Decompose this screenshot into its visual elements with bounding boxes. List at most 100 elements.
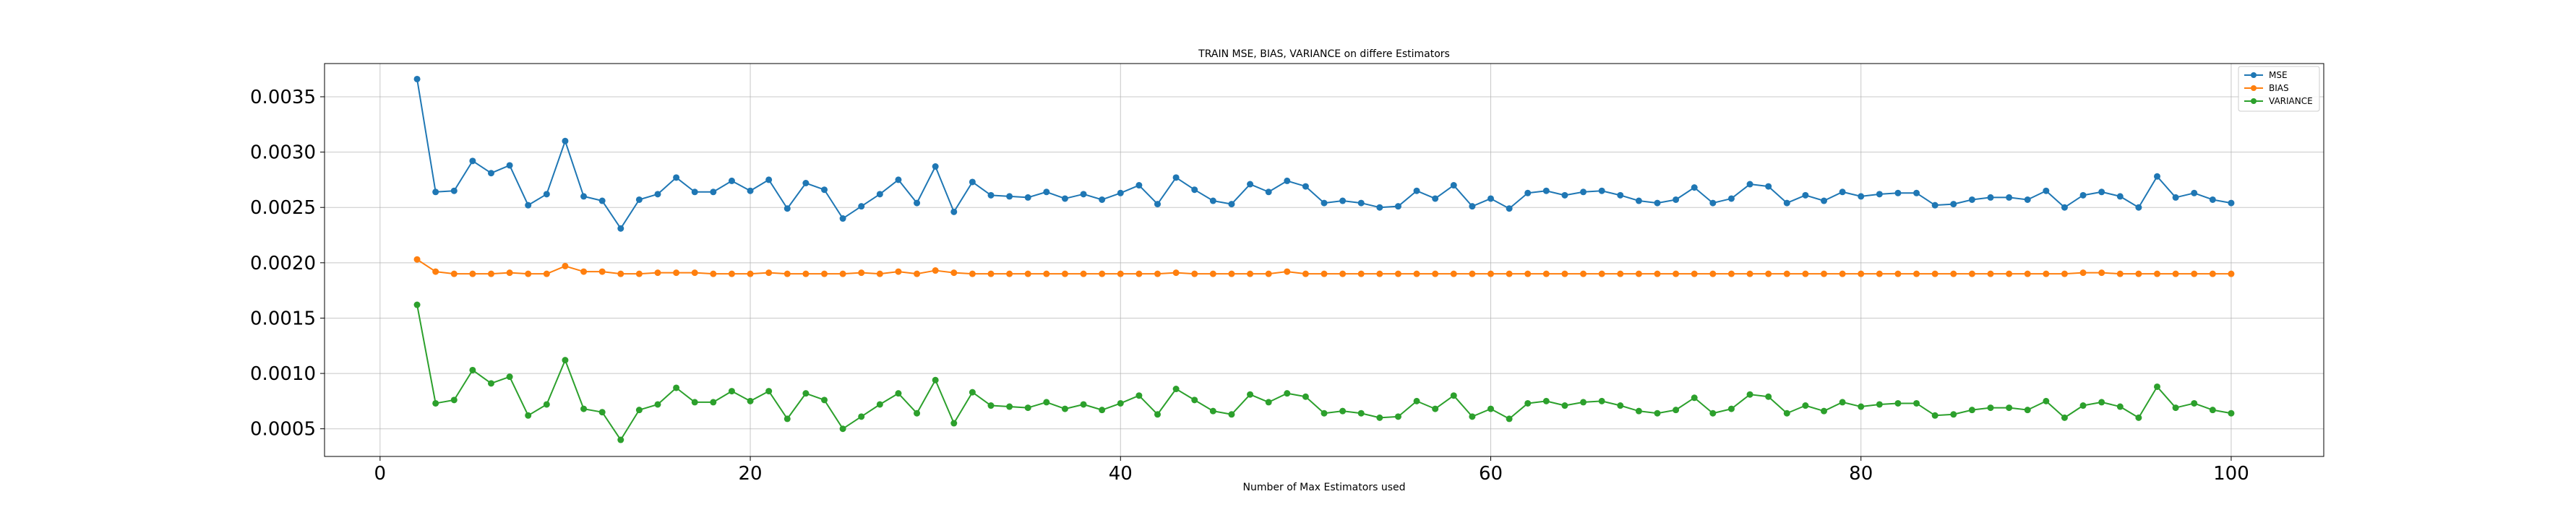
mse-point: [2080, 192, 2087, 199]
mse-point: [1376, 204, 1383, 211]
mse-point: [1969, 196, 1975, 203]
variance-point: [692, 399, 698, 405]
mse-point: [1358, 200, 1365, 207]
variance-point: [988, 402, 995, 409]
mse-point: [1784, 200, 1790, 207]
variance-point: [969, 389, 976, 396]
bias-point: [765, 269, 772, 276]
mse-point: [562, 138, 568, 144]
bias-point: [932, 267, 939, 274]
bias-point: [1673, 271, 1679, 277]
mse-point: [1302, 183, 1309, 190]
variance-point: [432, 400, 439, 407]
bias-point: [1266, 271, 1272, 277]
bias-point: [1135, 271, 1142, 277]
bias-point: [2191, 271, 2197, 277]
bias-point: [432, 269, 439, 275]
x-tick-label: 80: [1849, 463, 1873, 485]
mse-point: [1599, 188, 1605, 194]
bias-point: [1969, 271, 1975, 277]
variance-point: [747, 398, 754, 404]
bias-point: [747, 271, 754, 277]
variance-point: [488, 380, 494, 386]
mse-point: [858, 203, 864, 209]
mse-point: [544, 191, 550, 197]
bias-point: [2025, 271, 2031, 277]
variance-point: [2228, 410, 2234, 417]
bias-point: [1339, 271, 1346, 277]
bias-point: [1099, 271, 1105, 277]
mse-point: [2191, 190, 2197, 196]
variance-point: [914, 410, 920, 417]
variance-point: [1432, 406, 1438, 412]
variance-point: [1784, 410, 1790, 417]
mse-point: [914, 200, 920, 207]
variance-point: [765, 388, 772, 394]
mse-point: [2117, 193, 2124, 199]
mse-point: [1228, 201, 1235, 207]
legend-label: VARIANCE: [2269, 96, 2313, 106]
variance-point: [1636, 408, 1642, 415]
variance-point: [469, 367, 476, 373]
mse-point: [1561, 192, 1568, 199]
variance-point: [1302, 394, 1309, 400]
bias-point: [784, 271, 791, 277]
mse-point: [1081, 191, 1087, 197]
bias-point: [710, 271, 716, 277]
bias-point: [1784, 271, 1790, 277]
variance-point: [1599, 398, 1605, 404]
variance-point: [1006, 404, 1013, 410]
mse-point: [1469, 203, 1475, 209]
bias-point: [1173, 269, 1180, 276]
variance-point: [2117, 404, 2124, 410]
mse-point: [2098, 188, 2105, 195]
bias-point: [1617, 271, 1623, 277]
variance-point: [2191, 400, 2197, 407]
mse-point: [1894, 190, 1901, 196]
y-tick-label: 0.0025: [250, 197, 316, 219]
mse-point: [1210, 198, 1216, 204]
bias-point: [1081, 271, 1087, 277]
mse-point: [1321, 200, 1328, 207]
variance-point: [2025, 407, 2031, 413]
bias-point: [580, 269, 587, 275]
variance-point: [673, 384, 679, 391]
variance-point: [950, 420, 957, 427]
bias-point: [1728, 271, 1735, 277]
bias-point: [1506, 271, 1513, 277]
bias-point: [988, 271, 995, 277]
variance-point: [895, 390, 901, 396]
mse-point: [2043, 188, 2049, 194]
mse-point: [673, 174, 679, 181]
variance-point: [1025, 404, 1031, 411]
mse-point: [1135, 182, 1142, 188]
variance-point: [1339, 408, 1346, 415]
bias-point: [617, 271, 624, 277]
variance-point: [1321, 410, 1328, 417]
bias-point: [1284, 269, 1290, 275]
mse-point: [1284, 178, 1290, 184]
bias-point: [1247, 271, 1253, 277]
bias-point: [469, 271, 476, 277]
variance-point: [1802, 402, 1808, 409]
x-tick-label: 0: [374, 463, 387, 485]
bias-point: [1358, 271, 1365, 277]
mse-point: [710, 188, 716, 195]
bias-point: [1599, 271, 1605, 277]
variance-point: [525, 412, 531, 419]
bias-point: [1524, 271, 1531, 277]
mse-point: [1395, 203, 1401, 209]
mse-point: [932, 163, 939, 170]
bias-point: [1414, 271, 1420, 277]
bias-point: [2098, 269, 2105, 276]
bias-point: [1543, 271, 1550, 277]
mse-point: [821, 186, 828, 193]
bias-point: [1321, 271, 1328, 277]
legend-marker: [2251, 85, 2257, 91]
variance-point: [1469, 413, 1475, 420]
mse-point: [1728, 195, 1735, 202]
bias-point: [692, 269, 698, 276]
mse-point: [1747, 181, 1753, 188]
bias-point: [655, 269, 661, 276]
